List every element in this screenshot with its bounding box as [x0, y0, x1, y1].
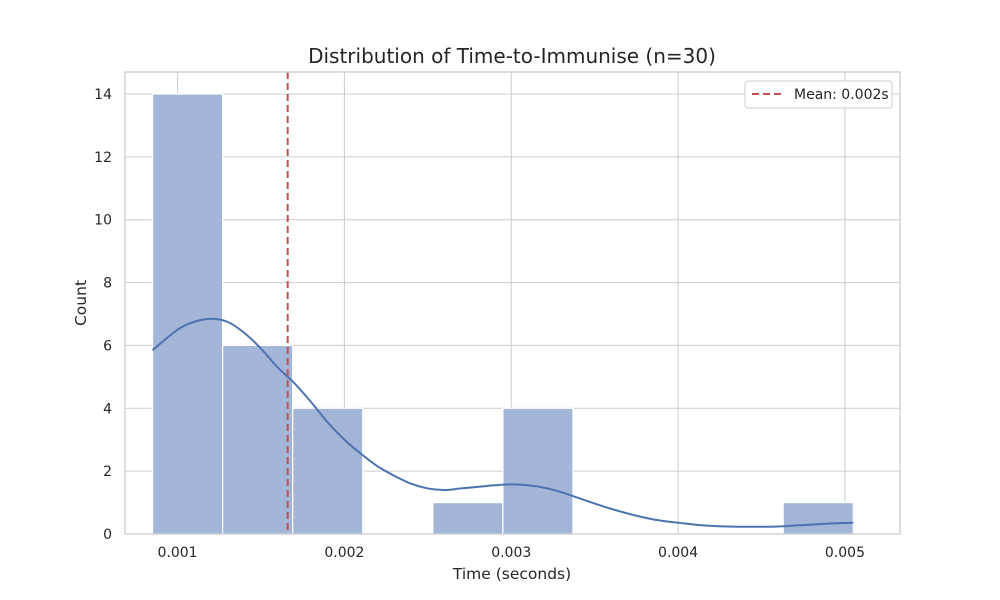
y-tick-label-2: 4 — [103, 401, 112, 417]
y-axis-label: Count — [72, 280, 90, 326]
x-tick-label-2: 0.003 — [491, 545, 531, 561]
chart-title: Distribution of Time-to-Immunise (n=30) — [308, 44, 716, 68]
histogram-bar-9 — [782, 501, 854, 535]
legend-box — [744, 80, 893, 109]
plot-frame — [124, 71, 901, 535]
histogram-bar-2 — [292, 407, 364, 535]
legend-label-mean: Mean: 0.002s — [794, 87, 889, 103]
histogram-bar-0 — [151, 93, 224, 535]
kde-curve — [151, 317, 854, 528]
y-tick-label-5: 10 — [94, 213, 112, 229]
y-tick-label-4: 8 — [103, 276, 112, 292]
histogram-bar-1 — [222, 344, 294, 535]
histogram-bar-4 — [432, 501, 504, 535]
x-tick-label-4: 0.005 — [825, 545, 865, 561]
y-tick-label-0: 0 — [103, 527, 112, 543]
x-axis-label: Time (seconds) — [452, 565, 571, 583]
y-tick-label-1: 2 — [103, 464, 112, 480]
x-tick-label-0: 0.001 — [158, 545, 198, 561]
kde-curve-group — [151, 317, 854, 528]
x-tick-label-3: 0.004 — [658, 545, 698, 561]
y-tick-label-7: 14 — [94, 87, 112, 103]
tick-labels: 0.001 0.002 0.003 0.004 0.005 0 2 4 6 8 10 12 14 — [94, 87, 865, 561]
x-tick-label-1: 0.002 — [324, 545, 364, 561]
legend: Mean: 0.002s — [744, 80, 893, 109]
y-tick-label-6: 12 — [94, 150, 112, 166]
histogram-bars — [151, 93, 854, 535]
y-tick-label-3: 6 — [103, 338, 112, 354]
histogram-bar-5 — [502, 407, 574, 535]
